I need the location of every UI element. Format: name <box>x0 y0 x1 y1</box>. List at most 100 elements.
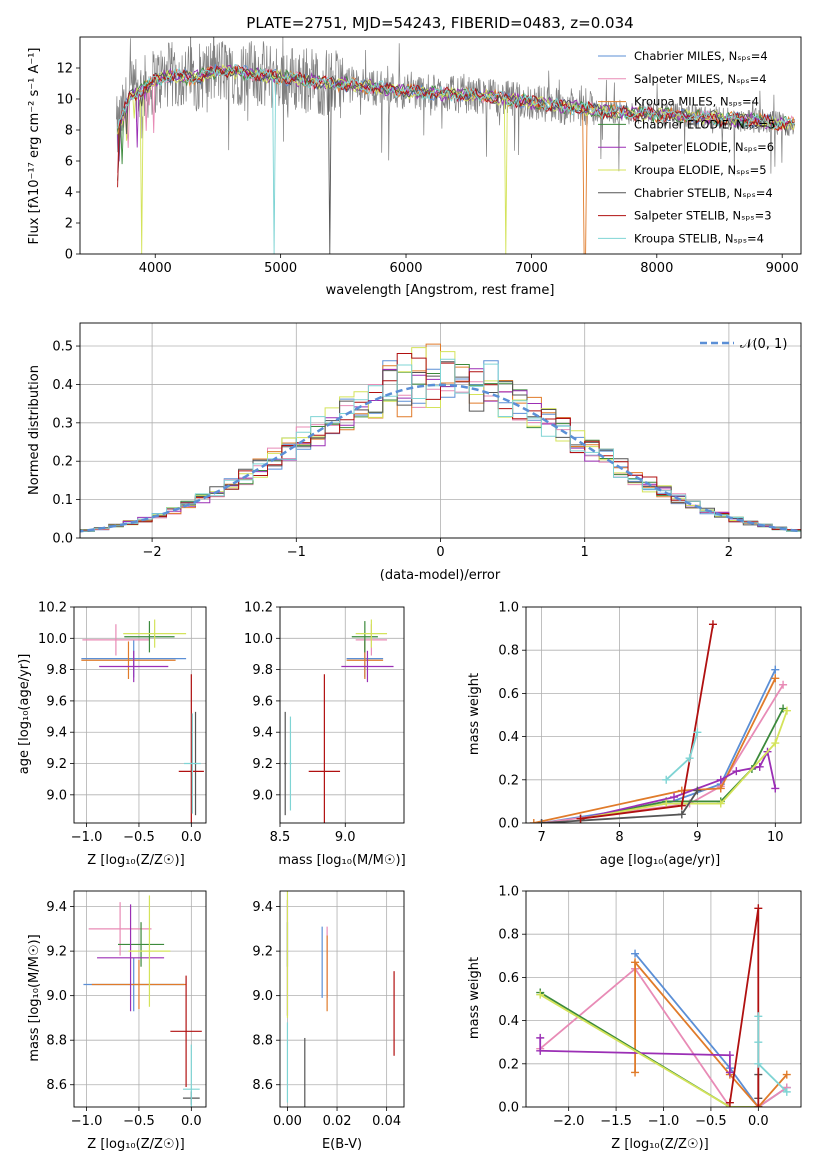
weight-marker <box>529 819 538 823</box>
y-tick-label: 8.8 <box>252 1034 273 1049</box>
y-tick-label: 9.4 <box>46 726 67 741</box>
y-tick-label: 8.6 <box>252 1078 273 1093</box>
weight-marker <box>537 819 546 823</box>
y-tick-label: 9.2 <box>252 945 273 960</box>
x-tick-label: 4000 <box>139 261 172 276</box>
residual-panel: −2 −1 0 1 2 0.0 0.1 0.2 0.3 0.4 0.5 <box>52 322 802 560</box>
spectrum-panel: 4000 5000 6000 7000 8000 9000 0 2 4 6 8 10 12 <box>56 36 802 276</box>
legend-entry: Salpeter MILES, Nₛₚₛ=4 <box>634 72 767 86</box>
weight-marker <box>631 958 640 967</box>
y-tick-label: 9.2 <box>46 945 67 960</box>
plot-area <box>116 37 796 254</box>
x-tick-label: 8.5 <box>270 830 291 845</box>
weight-marker <box>662 799 671 808</box>
x-tick-label: 0 <box>436 545 444 560</box>
y-tick-label: 2 <box>65 217 73 232</box>
weight-marker <box>716 784 725 793</box>
age-vs-mass-panel: 8.5 9.0 9.0 9.2 9.4 9.6 9.8 10.0 10.2 <box>244 601 405 845</box>
weight-vs-Z-xlabel: Z [log₁₀(Z/Z☉)] <box>611 1137 708 1152</box>
x-tick-label: −1 <box>287 545 306 560</box>
weight-marker <box>771 674 780 683</box>
weight-marker <box>782 1070 791 1079</box>
x-tick-label: 7000 <box>515 261 548 276</box>
y-tick-label: 0.5 <box>52 340 73 355</box>
weight-marker <box>779 680 788 689</box>
spectrum-xlabel: wavelength [Angstrom, rest frame] <box>326 283 555 298</box>
x-tick-label: 9000 <box>766 261 799 276</box>
x-tick-label: 5000 <box>264 261 297 276</box>
weight-marker <box>754 1103 763 1107</box>
y-tick-label: 9.0 <box>46 788 67 803</box>
weight-marker <box>755 762 764 771</box>
y-tick-label: 10.2 <box>244 601 273 616</box>
weight-marker <box>685 754 694 763</box>
x-tick-label: 8000 <box>640 261 673 276</box>
plot-area <box>83 895 202 1107</box>
legend-entry: Salpeter ELODIE, Nₛₚₛ=6 <box>634 140 774 154</box>
x-tick-label: −0.5 <box>123 1114 155 1129</box>
axes-frame <box>73 890 207 1108</box>
x-tick-label: 10 <box>767 830 784 845</box>
weight-marker <box>536 990 545 999</box>
x-tick-label: 1 <box>581 545 589 560</box>
spectrum-ylabel: Flux [fλ10⁻¹⁷ erg cm⁻² s⁻¹ A⁻¹] <box>27 48 42 245</box>
y-tick-label: 0.6 <box>498 687 519 702</box>
y-tick-label: 9.0 <box>252 788 273 803</box>
weight-marker <box>662 775 671 784</box>
y-tick-label: 0.4 <box>498 1014 519 1029</box>
x-tick-label: −1.0 <box>648 1114 680 1129</box>
x-tick-label: −0.5 <box>695 1114 727 1129</box>
y-tick-label: 9.8 <box>46 663 67 678</box>
weight-series-2 <box>533 677 777 823</box>
y-tick-label: 9.6 <box>46 694 67 709</box>
weight-series-3 <box>539 991 759 1107</box>
weight-marker <box>536 1033 545 1042</box>
model-spectrum-7 <box>117 64 795 188</box>
y-tick-label: 0.0 <box>498 817 519 832</box>
y-tick-label: 10 <box>56 93 73 108</box>
axes-frame <box>525 890 802 1108</box>
weight-marker <box>725 1051 734 1060</box>
y-tick-label: 0 <box>65 248 73 263</box>
legend-entry: Chabrier MILES, Nₛₚₛ=4 <box>634 49 768 63</box>
legend-entry: Kroupa STELIB, Nₛₚₛ=4 <box>634 231 764 245</box>
weight-vs-metallicity-panel: −2.0 −1.5 −1.0 −0.5 0.0 0.0 0.2 0.4 0.6 0.8 1.0 <box>498 885 802 1129</box>
y-tick-label: 9.4 <box>252 900 273 915</box>
axes-frame <box>73 606 207 824</box>
y-tick-label: 9.6 <box>252 694 273 709</box>
weight-marker <box>771 739 780 748</box>
x-tick-label: 9.0 <box>335 830 356 845</box>
weight-marker <box>677 801 686 810</box>
observed-spectrum <box>116 37 795 176</box>
weight-marker <box>782 1087 791 1096</box>
y-tick-label: 6 <box>65 155 73 170</box>
y-tick-label: 0.6 <box>498 971 519 986</box>
normal-legend-label: 𝒩(0, 1) <box>740 337 787 352</box>
y-tick-label: 9.4 <box>252 726 273 741</box>
y-tick-label: 8 <box>65 124 73 139</box>
age-vs-metallicity-panel: −1.0 −0.5 0.0 9.0 9.2 9.4 9.6 9.8 10.0 10.2 <box>38 601 207 845</box>
weight-marker <box>771 784 780 793</box>
x-tick-label: 0.0 <box>181 1114 202 1129</box>
y-tick-label: 0.4 <box>52 378 73 393</box>
y-tick-label: 0.1 <box>52 493 73 508</box>
y-tick-label: 0.4 <box>498 730 519 745</box>
y-tick-label: 9.2 <box>46 757 67 772</box>
weight-vs-age-panel: 7 8 9 10 0.0 0.2 0.4 0.6 0.8 1.0 <box>498 601 802 845</box>
plot-area <box>286 891 395 1107</box>
y-tick-label: 0.2 <box>498 1057 519 1072</box>
axes-frame <box>279 606 405 824</box>
normal-curve <box>80 383 801 533</box>
weight-marker <box>708 620 717 629</box>
y-tick-label: 1.0 <box>498 885 519 900</box>
residual-ylabel: Normed distribution <box>27 365 42 495</box>
model-spectrum-8 <box>117 63 796 254</box>
x-tick-label: 0.0 <box>748 1114 769 1129</box>
y-tick-label: 1.0 <box>498 601 519 616</box>
x-tick-label: 0.02 <box>323 1114 352 1129</box>
mass-vs-ebv-xlabel: E(B-V) <box>322 1137 362 1152</box>
weight-series-1 <box>539 967 788 1107</box>
weight-marker <box>754 1038 763 1047</box>
y-tick-label: 0.8 <box>498 928 519 943</box>
x-tick-label: −2 <box>143 545 162 560</box>
